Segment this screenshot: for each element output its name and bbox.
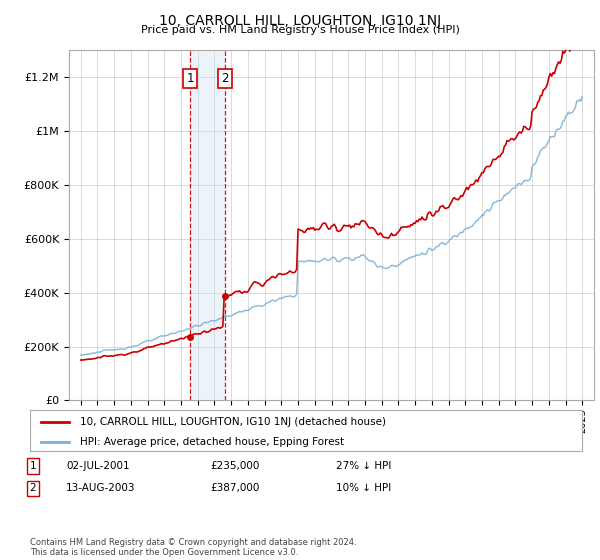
Text: Contains HM Land Registry data © Crown copyright and database right 2024.
This d: Contains HM Land Registry data © Crown c… (30, 538, 356, 557)
Text: 1: 1 (187, 72, 194, 85)
Text: Price paid vs. HM Land Registry's House Price Index (HPI): Price paid vs. HM Land Registry's House … (140, 25, 460, 35)
Text: 10, CARROLL HILL, LOUGHTON, IG10 1NJ: 10, CARROLL HILL, LOUGHTON, IG10 1NJ (159, 14, 441, 28)
Text: 1: 1 (29, 461, 37, 471)
Text: 27% ↓ HPI: 27% ↓ HPI (336, 461, 391, 471)
Text: 02-JUL-2001: 02-JUL-2001 (66, 461, 130, 471)
Text: 2: 2 (29, 483, 37, 493)
Text: 2: 2 (221, 72, 229, 85)
Text: £387,000: £387,000 (210, 483, 259, 493)
Text: HPI: Average price, detached house, Epping Forest: HPI: Average price, detached house, Eppi… (80, 437, 344, 447)
Bar (190, 50, 225, 400)
Text: £235,000: £235,000 (210, 461, 259, 471)
Text: 10, CARROLL HILL, LOUGHTON, IG10 1NJ (detached house): 10, CARROLL HILL, LOUGHTON, IG10 1NJ (de… (80, 417, 386, 427)
Text: 13-AUG-2003: 13-AUG-2003 (66, 483, 136, 493)
Text: 10% ↓ HPI: 10% ↓ HPI (336, 483, 391, 493)
